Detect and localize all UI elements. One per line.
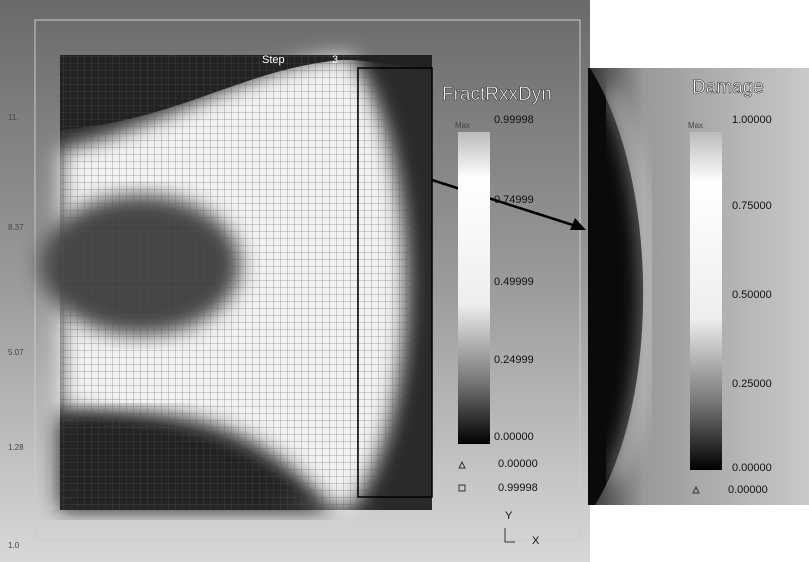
color-bar xyxy=(458,132,490,444)
legend-max-label: Max xyxy=(688,121,703,130)
step-label: Step xyxy=(262,54,285,66)
legend-max-label: Max xyxy=(455,121,470,130)
legend-tick: 0.75000 xyxy=(732,200,772,212)
axis-x: X xyxy=(532,535,540,547)
legend-tick: 0.74999 xyxy=(494,194,534,206)
legend-tick: 0.25000 xyxy=(732,378,772,390)
y-axis-label: 5.07 xyxy=(8,348,24,357)
legend-max: 0.99998 xyxy=(498,482,538,494)
legend-min: 0.00000 xyxy=(498,458,538,470)
y-axis-label: 11. xyxy=(8,113,19,122)
legend-tick: 0.00000 xyxy=(732,462,772,474)
color-bar xyxy=(690,132,722,470)
x-axis-label: 1.0 xyxy=(8,541,20,550)
legend-tick: 0.99998 xyxy=(494,114,534,126)
legend-tick: 0.50000 xyxy=(732,289,772,301)
legend-title: Damage xyxy=(692,77,764,98)
legend-min: 0.00000 xyxy=(728,484,768,496)
screenshot: Step 3 11. 8.37 5.07 1.28 1.0 FractRxxDy… xyxy=(0,0,809,562)
legend-title: FractRxxDyn xyxy=(442,84,552,105)
step-value: 3 xyxy=(332,54,338,66)
legend-tick: 0.00000 xyxy=(494,431,534,443)
axis-y: Y xyxy=(505,510,513,522)
legend-tick: 1.00000 xyxy=(732,114,772,126)
y-axis-label: 1.28 xyxy=(8,443,24,452)
legend-tick: 0.24999 xyxy=(494,354,534,366)
mesh xyxy=(60,55,420,510)
legend-tick: 0.49999 xyxy=(494,276,534,288)
y-axis-label: 8.37 xyxy=(8,223,24,232)
